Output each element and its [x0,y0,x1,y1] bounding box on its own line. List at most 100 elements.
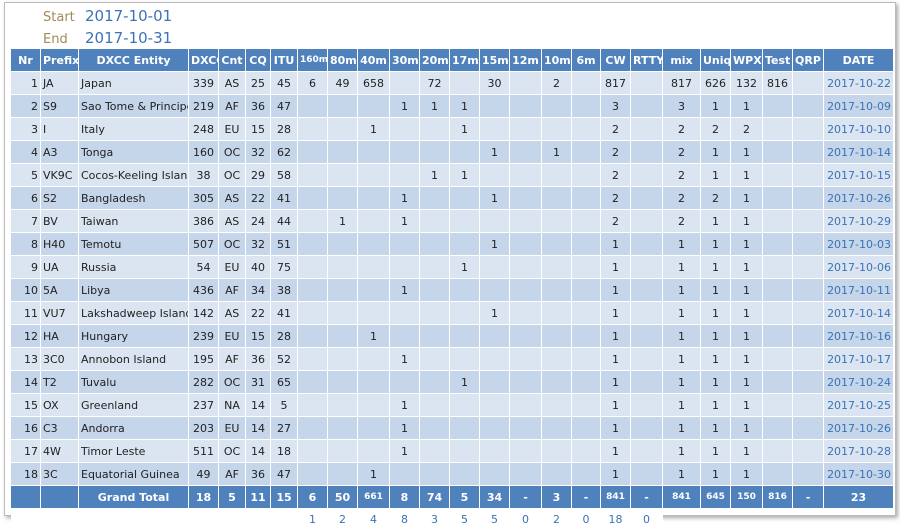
cell: 1 [450,371,480,394]
cell: 2 [601,164,631,187]
cell: 38 [271,279,298,302]
band-count: 0 [631,509,663,529]
cell: 1 [701,279,731,302]
cell [298,348,328,371]
cell: 1 [701,164,731,187]
cell [763,325,793,348]
total-cell: 34 [480,486,510,509]
band-count: 18 [601,509,631,529]
cell [631,256,663,279]
cell [572,256,601,279]
cell: 47 [271,95,298,118]
cell: 24 [246,210,271,233]
cell [510,141,542,164]
cell: UA [41,256,79,279]
cell [328,164,358,187]
cell [763,233,793,256]
cell [298,302,328,325]
cell: Libya [79,279,189,302]
cell: 30 [480,72,510,95]
spacer-cell [271,509,298,529]
cell: 32 [246,141,271,164]
cell [358,348,390,371]
cell [420,210,450,233]
cell: 1 [731,417,763,440]
cell: 1 [601,279,631,302]
cell [631,233,663,256]
cell: Tuvalu [79,371,189,394]
cell: 3C0 [41,348,79,371]
total-cell: 5 [450,486,480,509]
cell: 1 [390,279,420,302]
cell [298,233,328,256]
band-count: 1 [298,509,328,529]
cell [631,210,663,233]
cell: AF [219,95,246,118]
cell [763,256,793,279]
cell: 1 [480,141,510,164]
cell: 219 [189,95,219,118]
cell: 52 [271,348,298,371]
cell: Andorra [79,417,189,440]
cell [420,348,450,371]
cell: C3 [41,417,79,440]
cell: S2 [41,187,79,210]
cell: 2017-10-11 [824,279,894,302]
cell [480,256,510,279]
band-count: 4 [358,509,390,529]
cell [542,417,572,440]
total-cell: 645 [701,486,731,509]
cell [358,440,390,463]
cell: 15 [246,325,271,348]
cell: 6 [298,72,328,95]
cell [450,279,480,302]
band-count: 0 [572,509,601,529]
cell [793,463,824,486]
cell [631,164,663,187]
column-header: 10m [542,49,572,72]
cell: 1 [663,233,701,256]
cell [298,210,328,233]
cell: OX [41,394,79,417]
cell [542,118,572,141]
cell: 1 [663,417,701,440]
cell [358,95,390,118]
cell: 65 [271,371,298,394]
cell [480,279,510,302]
cell: 22 [246,187,271,210]
cell [298,440,328,463]
band-count: 8 [390,509,420,529]
cell: VK9C [41,164,79,187]
cell [480,440,510,463]
cell [542,463,572,486]
cell: 28 [271,325,298,348]
cell: 237 [189,394,219,417]
cell [631,394,663,417]
cell: AS [219,72,246,95]
cell [328,233,358,256]
cell [631,141,663,164]
cell [572,141,601,164]
cell [328,118,358,141]
cell: 1 [701,256,731,279]
cell: OC [219,233,246,256]
cell: 17 [11,440,41,463]
cell: 15 [11,394,41,417]
cell [420,325,450,348]
cell [572,371,601,394]
cell [328,187,358,210]
column-header: Cnt [219,49,246,72]
cell: 386 [189,210,219,233]
cell [328,440,358,463]
cell [358,164,390,187]
cell [480,164,510,187]
cell [510,279,542,302]
cell [480,325,510,348]
cell [510,256,542,279]
